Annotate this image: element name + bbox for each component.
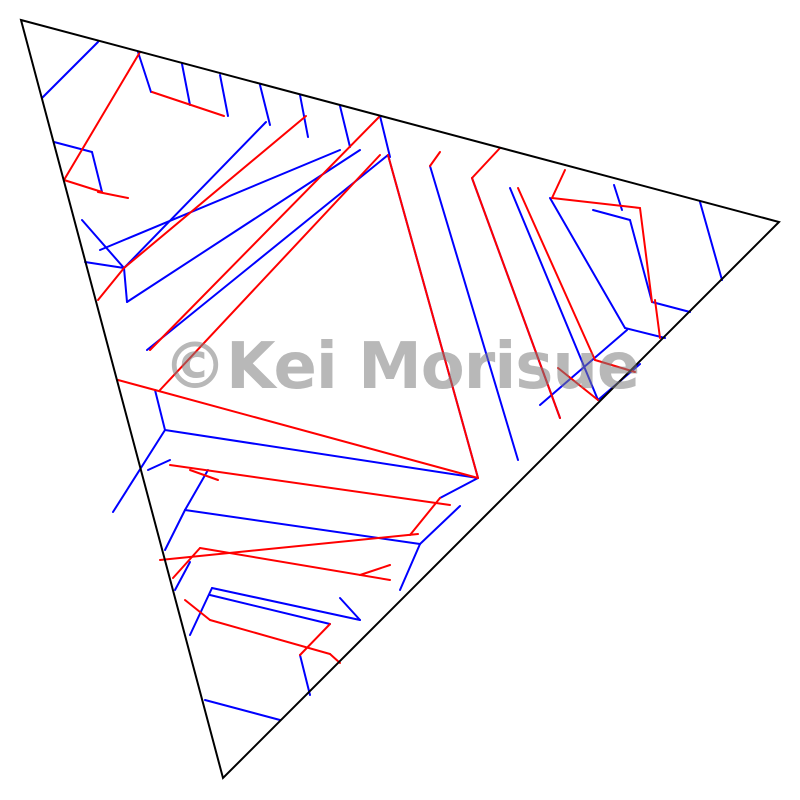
mountain-creases [63,51,661,664]
mountain-crease-line [199,547,391,581]
mountain-crease-line [387,154,479,479]
valley-crease-line [123,267,128,303]
valley-crease-line [154,389,166,431]
mountain-crease-line [169,464,451,506]
valley-crease-line [184,469,209,511]
mountain-crease-line [97,267,125,301]
mountain-crease-line [471,147,501,179]
mountain-crease-line [117,379,156,391]
valley-crease-line [651,301,691,313]
mountain-crease-line [429,151,441,167]
valley-crease-line [137,51,152,93]
mountain-crease-line [299,623,331,656]
paper-border [19,18,781,780]
valley-crease-line [184,509,421,545]
valley-crease-line [211,587,361,621]
valley-crease-line [539,329,628,406]
mountain-crease-line [97,191,129,199]
valley-crease-line [91,151,103,193]
mountain-crease-line [151,91,225,117]
valley-crease-line [99,149,341,251]
mountain-crease-line [654,299,661,339]
valley-crease-line [379,115,391,158]
mountain-crease-line [159,533,419,561]
valley-crease-line [509,187,599,401]
valley-crease-line [219,74,229,117]
valley-crease-line [112,429,166,513]
valley-crease-line [299,94,309,138]
valley-crease-line [146,154,389,351]
mountain-crease-line [557,367,599,401]
mountain-crease-line [159,154,381,391]
mountain-crease-line [471,177,561,419]
valley-crease-line [81,219,125,269]
mountain-crease-line [123,115,307,269]
valley-crease-line [339,105,351,148]
mountain-crease-line [551,169,566,199]
mountain-crease-line [517,187,596,361]
valley-crease-line [624,327,666,339]
valley-crease-line [259,84,271,126]
valley-crease-line [147,459,171,471]
valley-crease-line [549,197,626,329]
valley-crease-line [339,597,361,621]
valley-crease-line [399,543,421,591]
valley-crease-line [164,429,479,479]
valley-crease-line [699,201,723,281]
valley-crease-line [209,594,331,625]
valley-crease-line [181,63,191,106]
mountain-crease-line [594,359,636,373]
mountain-crease-line [149,115,381,351]
valley-crease-line [299,654,311,696]
valley-crease-line [439,477,479,499]
mountain-crease-line [359,564,391,576]
mountain-crease-line [409,497,441,536]
valley-crease-line [419,505,461,545]
valley-crease-line [84,261,125,269]
valley-crease-line [629,219,653,303]
mountain-crease-line [172,547,201,579]
mountain-crease-line [639,207,653,303]
valley-crease-line [174,561,191,591]
mountain-crease-line [209,619,331,655]
mountain-crease-line [63,179,103,193]
valley-crease-line [189,587,213,636]
valley-crease-line [429,165,519,461]
mountain-crease-line [189,469,219,481]
valley-crease-line [123,121,267,269]
mountain-crease-line [63,51,141,181]
valley-crease-line [592,209,631,221]
valley-crease-line [53,141,93,153]
mountain-crease-line [551,197,641,209]
valley-crease-line [204,699,281,721]
valley-crease-line [164,509,186,551]
mountain-crease-line [184,599,211,621]
mountain-crease-line [154,389,479,479]
valley-crease-line [41,41,99,99]
